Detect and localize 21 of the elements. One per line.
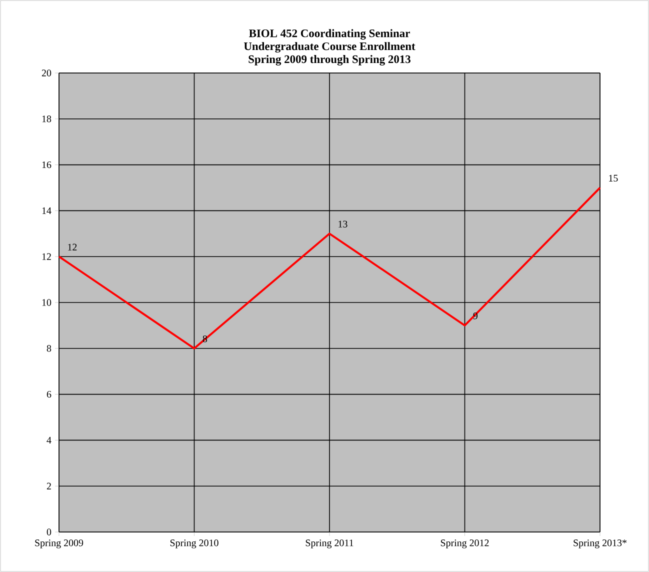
data-label: 12 — [68, 244, 77, 250]
line-series — [58, 186, 602, 350]
x-tick-label: Spring 2013* — [574, 540, 626, 548]
data-label: 15 — [609, 174, 618, 182]
y-tick-label: 6 — [46, 390, 52, 398]
x-tick-label: Spring 2010 — [170, 540, 218, 548]
y-tick-label: 16 — [42, 161, 52, 168]
y-tick-label: 2 — [46, 482, 51, 490]
x-tick-label: Spring 2009 — [35, 540, 84, 548]
y-tick-label: 8 — [46, 345, 52, 352]
y-tick-label: 0 — [46, 528, 52, 536]
y-tick-label: 4 — [46, 436, 52, 444]
y-tick-label: 10 — [42, 299, 52, 306]
x-tick-label: Spring 2012 — [440, 540, 489, 548]
data-label: 13 — [338, 220, 348, 228]
chart-title: BIOL 452 Coordinating Seminar Undergraduate Course Enrollment Spring 2009 through Spring 2013 — [244, 29, 416, 66]
x-tick-label: Spring 2011 — [306, 540, 354, 548]
y-tick-label: 20 — [42, 70, 52, 76]
y-tick-label: 14 — [42, 207, 52, 214]
y-tick-label: 18 — [42, 116, 52, 122]
y-tick-label: 12 — [42, 253, 51, 260]
